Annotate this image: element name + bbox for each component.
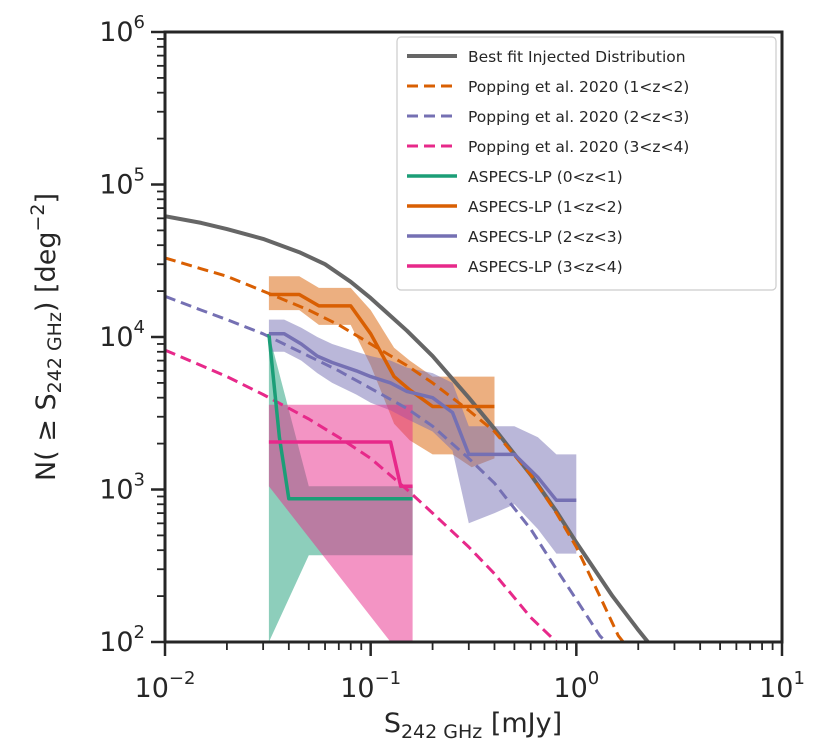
y-tick-label: 103 bbox=[99, 470, 145, 506]
x-tick-label: 10−2 bbox=[135, 668, 196, 704]
series-popping-et-al-2020-2-z-3 bbox=[165, 294, 608, 642]
legend: Best fit Injected Distribution Popping et… bbox=[396, 36, 777, 291]
y-tick-label: 102 bbox=[99, 622, 145, 658]
series-aspecs-lp-0-z-1 bbox=[267, 333, 413, 501]
legend-label-aspecs-lp-0-z-1: ASPECS-LP (0<z<1) bbox=[468, 168, 623, 186]
y-tick-label: 104 bbox=[99, 317, 145, 353]
y-tick-labels: 102 103 104 105 106 bbox=[99, 12, 145, 658]
legend-label-aspecs-lp-2-z-3: ASPECS-LP (2<z<3) bbox=[468, 228, 623, 246]
series-lines bbox=[165, 214, 651, 642]
series-best-fit-injected-distribution bbox=[165, 214, 651, 642]
legend-label-aspecs-lp-1-z-2: ASPECS-LP (1<z<2) bbox=[468, 198, 623, 216]
axis-ticks bbox=[151, 30, 784, 656]
series-popping-et-al-2020-1-z-2 bbox=[165, 256, 626, 642]
legend-label-popping-et-al-2020-1-z-2: Popping et al. 2020 (1<z<2) bbox=[468, 78, 689, 96]
series-aspecs-lp-2-z-3 bbox=[268, 332, 577, 503]
y-tick-label: 105 bbox=[99, 165, 145, 201]
x-tick-label: 10−1 bbox=[340, 668, 401, 704]
legend-label-popping-et-al-2020-3-z-4: Popping et al. 2020 (3<z<4) bbox=[468, 138, 689, 156]
series-aspecs-lp-3-z-4 bbox=[268, 440, 413, 489]
x-tick-label: 101 bbox=[759, 668, 805, 704]
series-aspecs-lp-1-z-2 bbox=[268, 292, 495, 409]
x-tick-label: 100 bbox=[553, 668, 599, 704]
x-axis-label: S242 GHz [mJy] bbox=[384, 708, 562, 743]
legend-label-best-fit-injected-distribution: Best fit Injected Distribution bbox=[468, 48, 686, 66]
series-popping-et-al-2020-3-z-4 bbox=[165, 348, 560, 642]
uncertainty-bands bbox=[268, 276, 577, 642]
x-tick-labels: 10−2 10−1 100 101 bbox=[135, 668, 805, 704]
legend-frame bbox=[396, 36, 777, 291]
legend-label-popping-et-al-2020-2-z-3: Popping et al. 2020 (2<z<3) bbox=[468, 108, 689, 126]
plot-frame bbox=[163, 30, 784, 644]
legend-label-aspecs-lp-3-z-4: ASPECS-LP (3<z<4) bbox=[468, 258, 623, 276]
band-aspecs-lp-2-z-3 bbox=[268, 319, 577, 554]
y-axis-label: N( ≥ S242 GHz) [deg−2] bbox=[27, 193, 66, 481]
y-tick-label: 106 bbox=[99, 12, 145, 48]
